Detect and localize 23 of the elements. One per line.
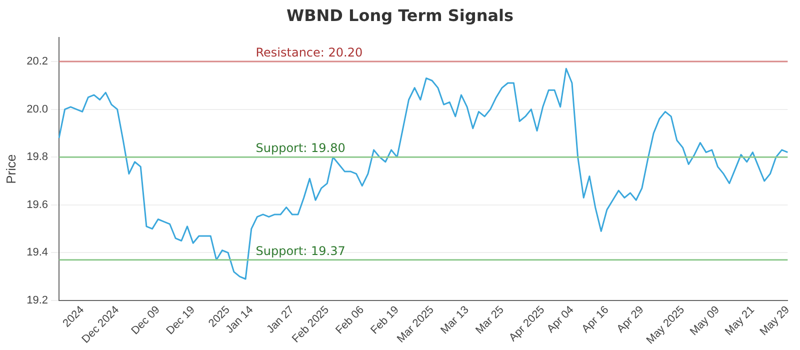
y-tick-label: 19.8: [26, 151, 48, 164]
x-tick-label: Apr 04: [544, 304, 576, 336]
ref-line-label: Resistance: 20.20: [256, 46, 363, 60]
x-tick-label: May 09: [688, 304, 722, 338]
x-tick-label: Mar 13: [438, 304, 472, 337]
y-tick-label: 20.2: [26, 56, 48, 68]
ref-line-label: Support: 19.37: [256, 244, 346, 258]
chart-title: WBND Long Term Signals: [285, 5, 515, 27]
x-tick-label: Feb 19: [368, 304, 402, 337]
y-tick-label: 19.6: [26, 198, 48, 211]
y-tick-label: 19.2: [26, 294, 48, 307]
x-tick-label: Apr 29: [614, 304, 646, 336]
x-tick-label: Dec 19: [164, 304, 198, 338]
x-tick-label: May 29: [758, 304, 792, 338]
x-tick-label: Feb 06: [334, 304, 366, 337]
y-axis-title: Price: [3, 154, 18, 184]
x-tick-label: Mar 25: [474, 304, 506, 337]
y-tick-label: 19.4: [26, 246, 48, 259]
ref-line-label: Support: 19.80: [256, 141, 346, 156]
x-tick-label: May 21: [722, 304, 757, 338]
x-tick-label: Apr 16: [580, 304, 612, 336]
y-tick-label: 20.0: [26, 103, 48, 116]
x-tick-label: Dec 09: [129, 304, 162, 338]
